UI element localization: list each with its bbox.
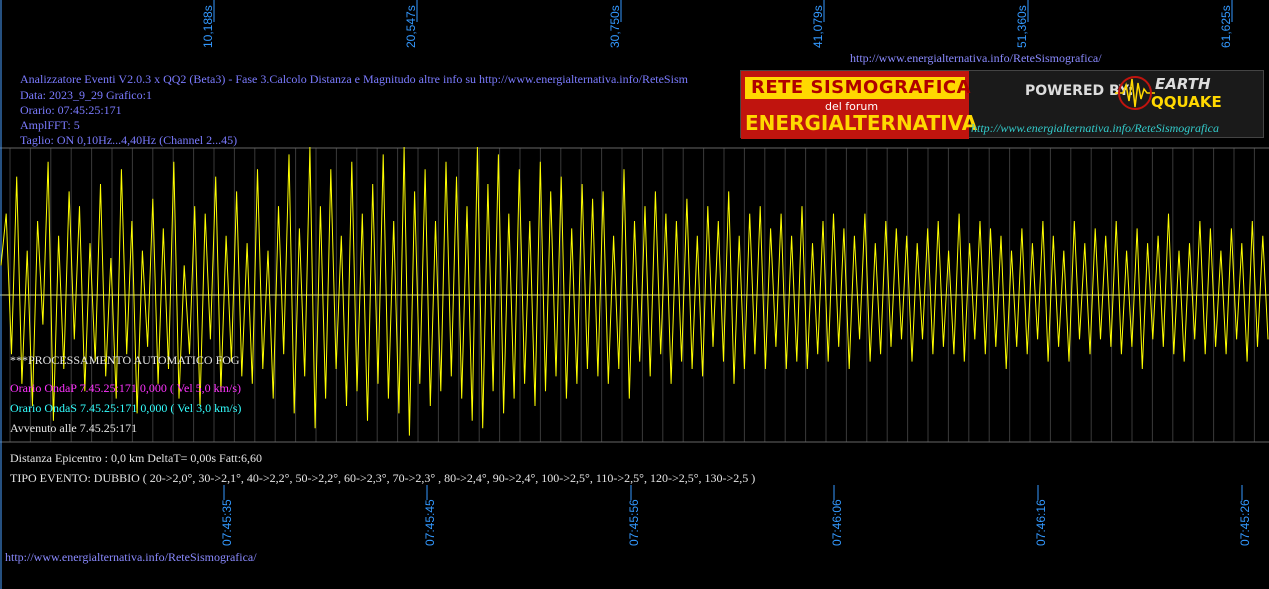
top-url-link[interactable]: http://www.energialternativa.info/ReteSi… xyxy=(850,51,1102,65)
header-line-title: Analizzatore Eventi V2.0.3 x QQ2 (Beta3)… xyxy=(20,72,688,86)
event-type: TIPO EVENTO: DUBBIO ( 20->2,0°, 30->2,1°… xyxy=(10,471,756,485)
logo-qquake: QQUAKE xyxy=(1151,93,1222,111)
top-tick-label: 61,625s xyxy=(1219,5,1233,48)
top-tick-label: 10,188s xyxy=(201,5,215,48)
top-tick-label: 51,360s xyxy=(1015,5,1029,48)
header-line-time: Orario: 07:45:25:171 xyxy=(20,103,122,117)
bottom-tick-label: 07:45:35 xyxy=(220,499,234,546)
onda-s-time: Orario OndaS 7.45.25:171 0,000 ( Vel 3,0… xyxy=(10,401,242,415)
bottom-tick-label: 07:45:26 xyxy=(1238,499,1252,546)
logo-yellow-band xyxy=(745,77,965,99)
top-tick-label: 30,750s xyxy=(608,5,622,48)
bottom-tick-label: 07:46:06 xyxy=(830,499,844,546)
seismograph-icon xyxy=(1115,76,1155,110)
processing-title: ***PROCESSAMENTO AUTOMATICO FOG xyxy=(10,353,240,367)
tick-labels: 10,188s 20,547s 30,750s 41,079s 51,360s 61,62… xyxy=(201,0,1252,546)
logo-title: RETE SISMOGRAFICA xyxy=(751,77,972,98)
seismic-trace xyxy=(0,146,1269,436)
header-line-filter: Taglio: ON 0,10Hz...4,40Hz (Channel 2...… xyxy=(20,133,238,147)
header-line-amplfft: AmplFFT: 5 xyxy=(20,118,80,132)
logo-powered-by: POWERED BY: xyxy=(1025,83,1134,99)
header-line-date: Data: 2023_9_29 Grafico:1 xyxy=(20,88,152,102)
onda-p-time: Orario OndaP 7.45.25:171 0,000 ( Vel 5,0… xyxy=(10,381,241,395)
bottom-tick-label: 07:45:56 xyxy=(627,499,641,546)
logo-url[interactable]: http://www.energialternativa.info/ReteSi… xyxy=(971,121,1219,135)
event-time: Avvenuto alle 7.45.25:171 xyxy=(10,421,138,435)
top-tick-label: 41,079s xyxy=(811,5,825,48)
logo-brand: ENERGIALTERNATIVA xyxy=(745,111,978,135)
bottom-tick-label: 07:45:45 xyxy=(423,499,437,546)
bottom-tick-label: 07:46:16 xyxy=(1034,499,1048,546)
top-tick-label: 20,547s xyxy=(404,5,418,48)
bottom-url-link[interactable]: http://www.energialternativa.info/ReteSi… xyxy=(5,550,257,564)
logo-earth: EARTH xyxy=(1155,75,1211,93)
logo-subtitle: del forum xyxy=(825,100,879,113)
rete-sismografica-logo: RETE SISMOGRAFICA del forum ENERGIALTERN… xyxy=(740,70,1264,139)
epicenter-distance: Distanza Epicentro : 0,0 km DeltaT= 0,00… xyxy=(10,451,263,465)
